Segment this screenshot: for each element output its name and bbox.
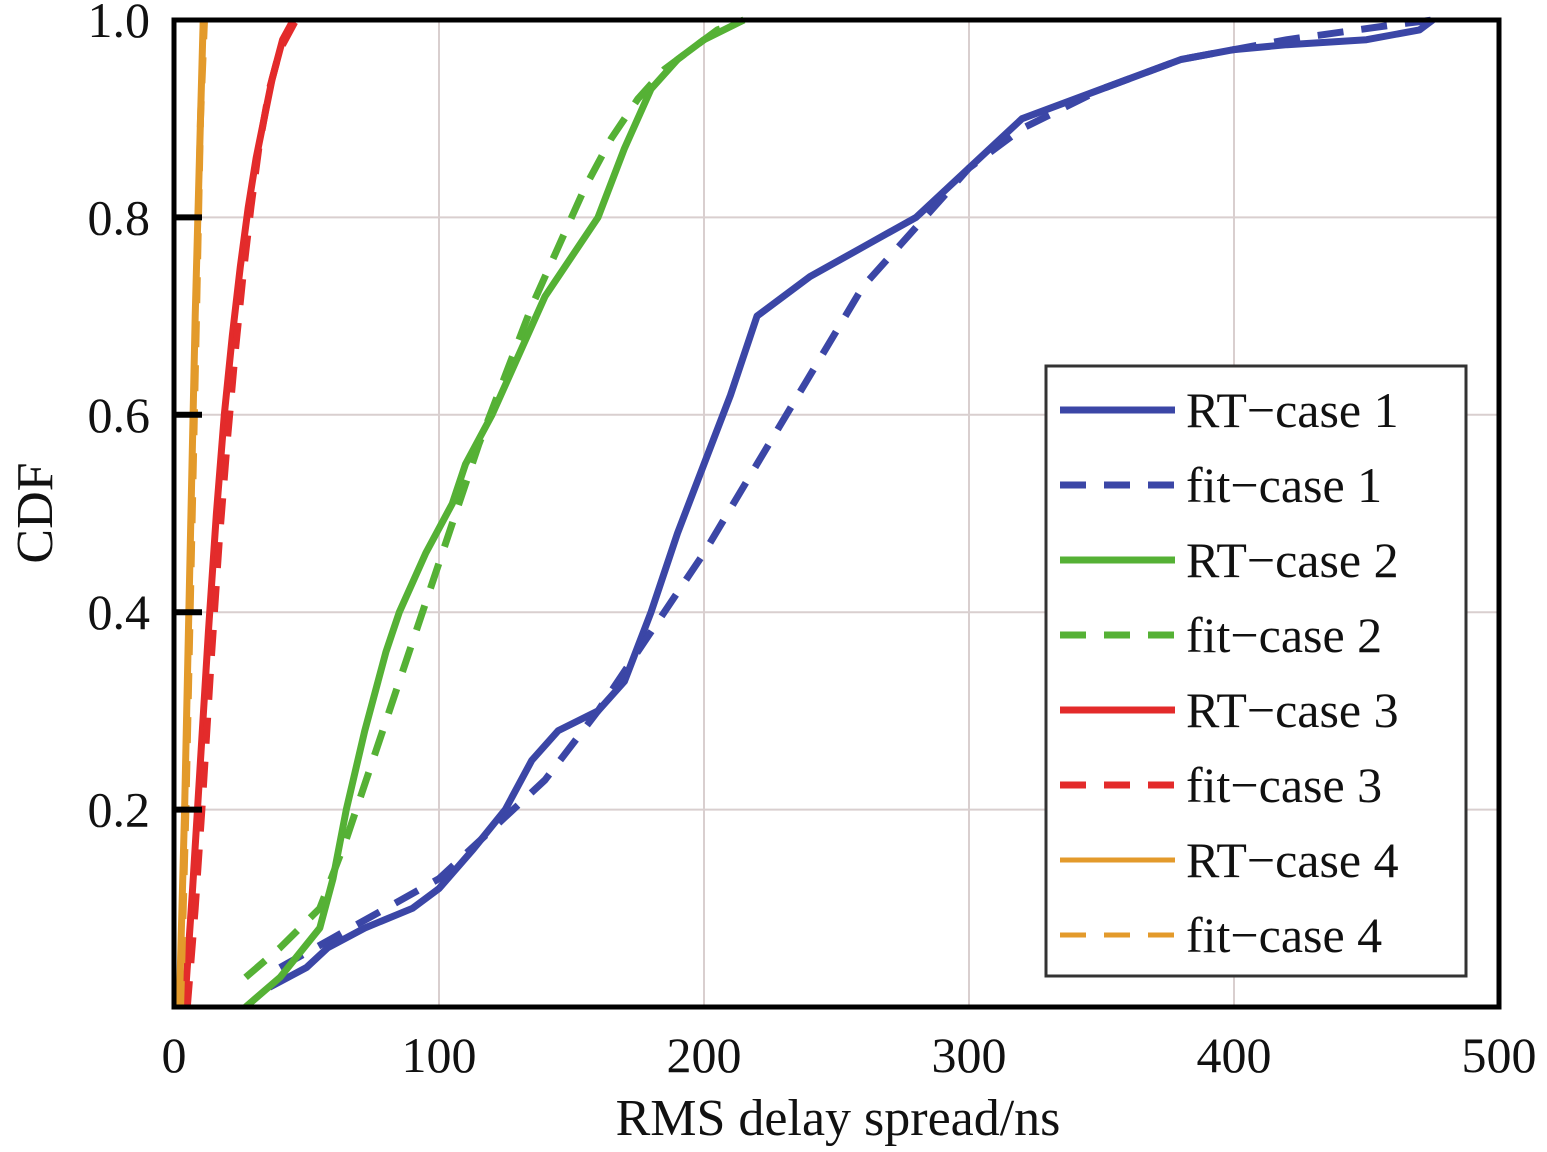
legend-box [1044,364,1468,978]
series-line [177,19,208,1008]
legend-label: RT−case 3 [1186,682,1399,738]
x-tick-label: 200 [667,1027,742,1083]
series-line [278,16,1434,971]
x-tick-label: 400 [1197,1027,1272,1083]
legend: RT−case 1 fit−case 1 RT−case 2 fit−case 2 RT… [1044,364,1468,978]
legend-label: RT−case 4 [1186,832,1399,888]
legend-label: fit−case 4 [1186,907,1382,963]
x-tick-label: 500 [1462,1027,1537,1083]
y-tick-label: 0.2 [88,782,151,838]
legend-label: RT−case 2 [1186,532,1399,588]
x-axis-label: RMS delay spread/ns [616,1090,1061,1147]
legend-label: fit−case 1 [1186,457,1382,513]
series-line [183,18,299,1008]
series-layer [175,16,1435,1010]
grid [174,20,1499,1007]
x-tick-label: 0 [162,1027,187,1083]
y-tick-label: 0.6 [88,387,151,443]
legend-label: RT−case 1 [1186,382,1399,438]
series-line [243,16,746,981]
x-tick-label: 100 [402,1027,477,1083]
axis-ticks: 0 100 200 300 400 500 0.2 0.4 0.6 0.8 1.0 [88,0,1537,1083]
y-axis-label: CDF [7,462,64,563]
y-tick-label: 0.4 [88,584,151,640]
plot-frame [171,17,1502,1010]
legend-label: fit−case 3 [1186,757,1382,813]
legend-label: fit−case 2 [1186,607,1382,663]
y-tick-label: 1.0 [88,0,151,48]
y-tick-label: 0.8 [88,189,151,245]
x-tick-label: 300 [932,1027,1007,1083]
series-line [243,16,746,1010]
